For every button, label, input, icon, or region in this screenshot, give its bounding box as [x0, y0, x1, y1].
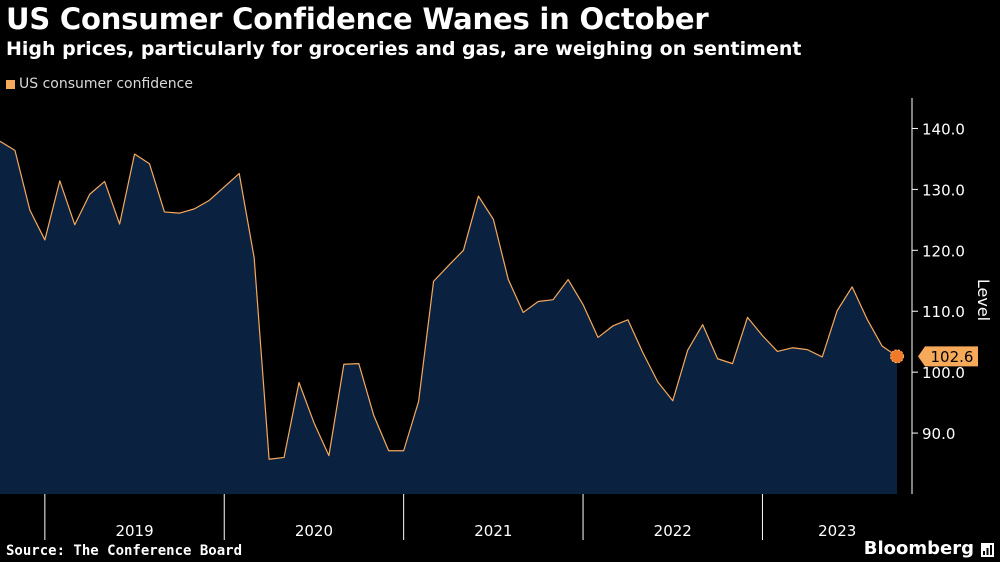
source-note: Source: The Conference Board: [6, 543, 243, 559]
x-tick-label: 2020: [295, 522, 333, 540]
y-tick-label: 100.0: [922, 364, 965, 382]
legend-swatch: [6, 79, 15, 89]
area-layer: [0, 141, 897, 494]
bloomberg-terminal-icon: [981, 543, 994, 557]
last-value-badge: [918, 346, 978, 367]
legend-entry: US consumer confidence: [19, 76, 193, 92]
last-value-label: 102.6: [931, 348, 974, 366]
x-tick-label: 2022: [654, 522, 692, 540]
axis-layer: 90.0 100.0 110.0 120.0 130.0 140.0 Level 2019 20…: [44, 98, 993, 540]
y-axis-title: Level: [974, 279, 993, 321]
y-tick-label: 110.0: [922, 303, 965, 321]
series-area: [0, 141, 897, 494]
chart-subtitle: High prices, particularly for groceries …: [6, 38, 802, 60]
last-value-marker: [890, 349, 904, 364]
line-layer: [0, 140, 898, 460]
x-tick-label: 2021: [474, 522, 512, 540]
y-tick-label: 90.0: [922, 425, 955, 443]
series-line: [0, 140, 898, 460]
x-tick-label: 2019: [115, 522, 153, 540]
y-tick-label: 140.0: [922, 120, 965, 138]
chart-title: US Consumer Confidence Wanes in October: [6, 2, 709, 36]
y-tick-label: 120.0: [922, 242, 965, 260]
y-tick-label: 130.0: [922, 181, 965, 199]
brand-logo: Bloomberg: [863, 538, 974, 559]
legend: US consumer confidence: [6, 76, 193, 92]
x-tick-label: 2023: [818, 522, 856, 540]
marker-layer: 102.6: [890, 346, 978, 367]
